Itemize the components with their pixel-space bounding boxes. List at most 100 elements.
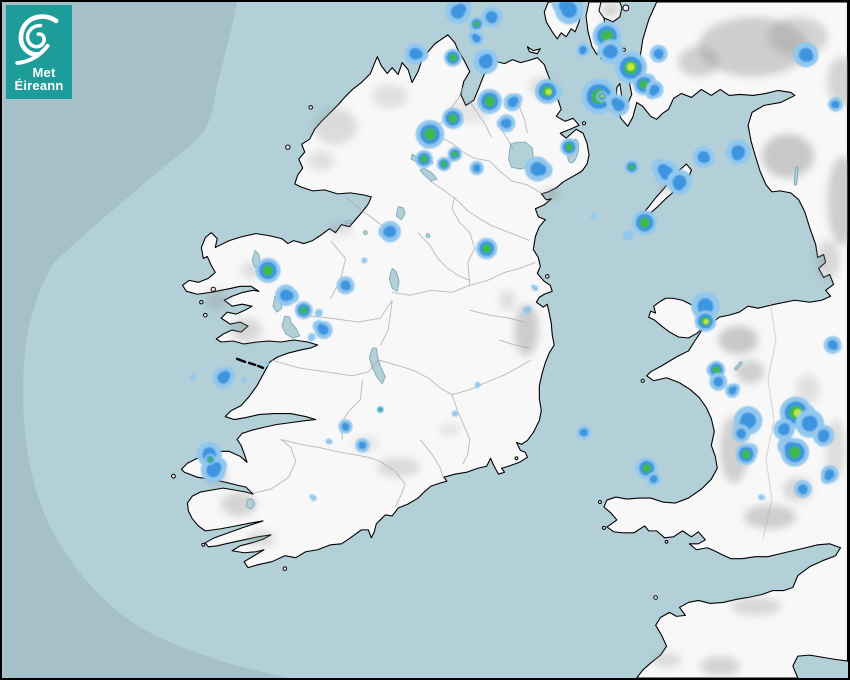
radar-cell xyxy=(477,88,503,114)
radar-cell xyxy=(338,419,353,434)
radar-cell xyxy=(725,139,751,165)
lough-arrow xyxy=(362,230,368,236)
radar-cell xyxy=(189,373,197,381)
radar-cell xyxy=(596,91,608,102)
radar-cell xyxy=(590,212,597,220)
radar-cell xyxy=(475,237,498,260)
radar-cell xyxy=(560,138,579,157)
radar-cell xyxy=(534,78,563,104)
radar-cell xyxy=(645,80,664,100)
radar-cell xyxy=(503,93,523,112)
radar-cell xyxy=(777,436,810,467)
cape-clear-island xyxy=(282,566,288,571)
radar-cell xyxy=(451,410,459,417)
bardsey-island xyxy=(640,378,645,383)
radar-cell xyxy=(694,310,717,332)
radar-cell xyxy=(469,160,484,176)
radar-cell xyxy=(735,443,759,466)
radar-cell xyxy=(336,276,355,295)
radar-cell xyxy=(307,333,316,342)
bute-island xyxy=(622,4,630,12)
lough-derg xyxy=(368,347,386,385)
blasket-island xyxy=(171,473,176,479)
dursey-island xyxy=(201,542,206,547)
county-boundaries xyxy=(252,87,777,539)
radar-cell xyxy=(725,383,741,398)
radar-cell xyxy=(773,418,795,441)
lough-gill xyxy=(345,220,352,224)
radar-cell xyxy=(445,2,472,25)
radar-cell xyxy=(692,146,715,168)
inishbofin-island xyxy=(203,312,208,318)
radar-cell xyxy=(415,119,445,149)
sea-outside-range xyxy=(2,2,289,678)
radar-cell xyxy=(551,2,584,25)
radar-cell xyxy=(204,453,216,466)
radar-cell xyxy=(523,306,532,315)
killarney-lakes xyxy=(245,498,256,510)
lundy-island xyxy=(653,595,658,600)
radar-cell xyxy=(793,480,812,499)
radar-cell xyxy=(474,381,481,389)
tory-island xyxy=(308,105,313,110)
radar-cell xyxy=(361,257,368,264)
radar-cell xyxy=(436,156,452,172)
radar-cell xyxy=(812,424,835,447)
lough-corrib xyxy=(281,315,301,339)
radar-cell xyxy=(666,169,693,195)
radar-cell xyxy=(793,42,819,68)
copeland-island xyxy=(581,121,587,126)
radar-cell xyxy=(447,146,462,163)
radar-cell xyxy=(442,107,464,130)
radar-cell xyxy=(443,48,462,67)
met-eireann-logo: Met Éireann xyxy=(6,5,72,99)
aranmore-island xyxy=(285,144,291,150)
radar-cell xyxy=(325,438,333,445)
radar-cell xyxy=(312,320,333,340)
radar-cell xyxy=(823,336,842,354)
radar-cell xyxy=(496,114,516,133)
upper-lough-erne xyxy=(419,167,438,182)
radar-cell xyxy=(709,372,728,391)
terrain-shading xyxy=(204,2,848,677)
skomer-island xyxy=(601,525,606,530)
radar-cell xyxy=(575,42,591,58)
radar-cell xyxy=(623,159,639,175)
radar-cell xyxy=(255,257,281,283)
radar-cell xyxy=(314,308,323,318)
radar-cell xyxy=(576,425,592,440)
radar-cell xyxy=(264,361,270,366)
ireland-coastline xyxy=(180,34,590,569)
caldey-island xyxy=(664,539,669,544)
radar-cell xyxy=(758,494,766,501)
radar-cell xyxy=(622,229,635,241)
aran-islands xyxy=(235,357,265,370)
radar-cell xyxy=(467,30,484,46)
radar-cell xyxy=(469,16,484,32)
radar-cell xyxy=(480,6,503,28)
radar-cell xyxy=(294,301,313,320)
lough-allen xyxy=(395,206,406,221)
saltee-island xyxy=(514,456,519,461)
logo-text-line1: Met xyxy=(32,65,56,80)
radar-cell xyxy=(732,424,751,443)
radar-cell xyxy=(473,49,499,75)
radar-cell xyxy=(415,150,433,169)
hurricane-spiral-icon xyxy=(15,14,59,65)
radar-cell xyxy=(212,366,236,389)
lough-ree xyxy=(388,268,400,292)
radar-cell xyxy=(355,438,370,453)
radar-cell xyxy=(632,210,658,236)
radar-cell xyxy=(614,51,647,84)
radar-cell xyxy=(524,156,553,182)
radar-cell xyxy=(241,376,248,383)
radar-cell xyxy=(820,465,839,485)
radar-cell xyxy=(531,284,539,292)
windermere-lake xyxy=(793,166,799,186)
radar-cell xyxy=(275,284,299,307)
radar-cell xyxy=(605,93,630,117)
bala-lake xyxy=(734,361,743,371)
radar-cell xyxy=(596,39,624,65)
